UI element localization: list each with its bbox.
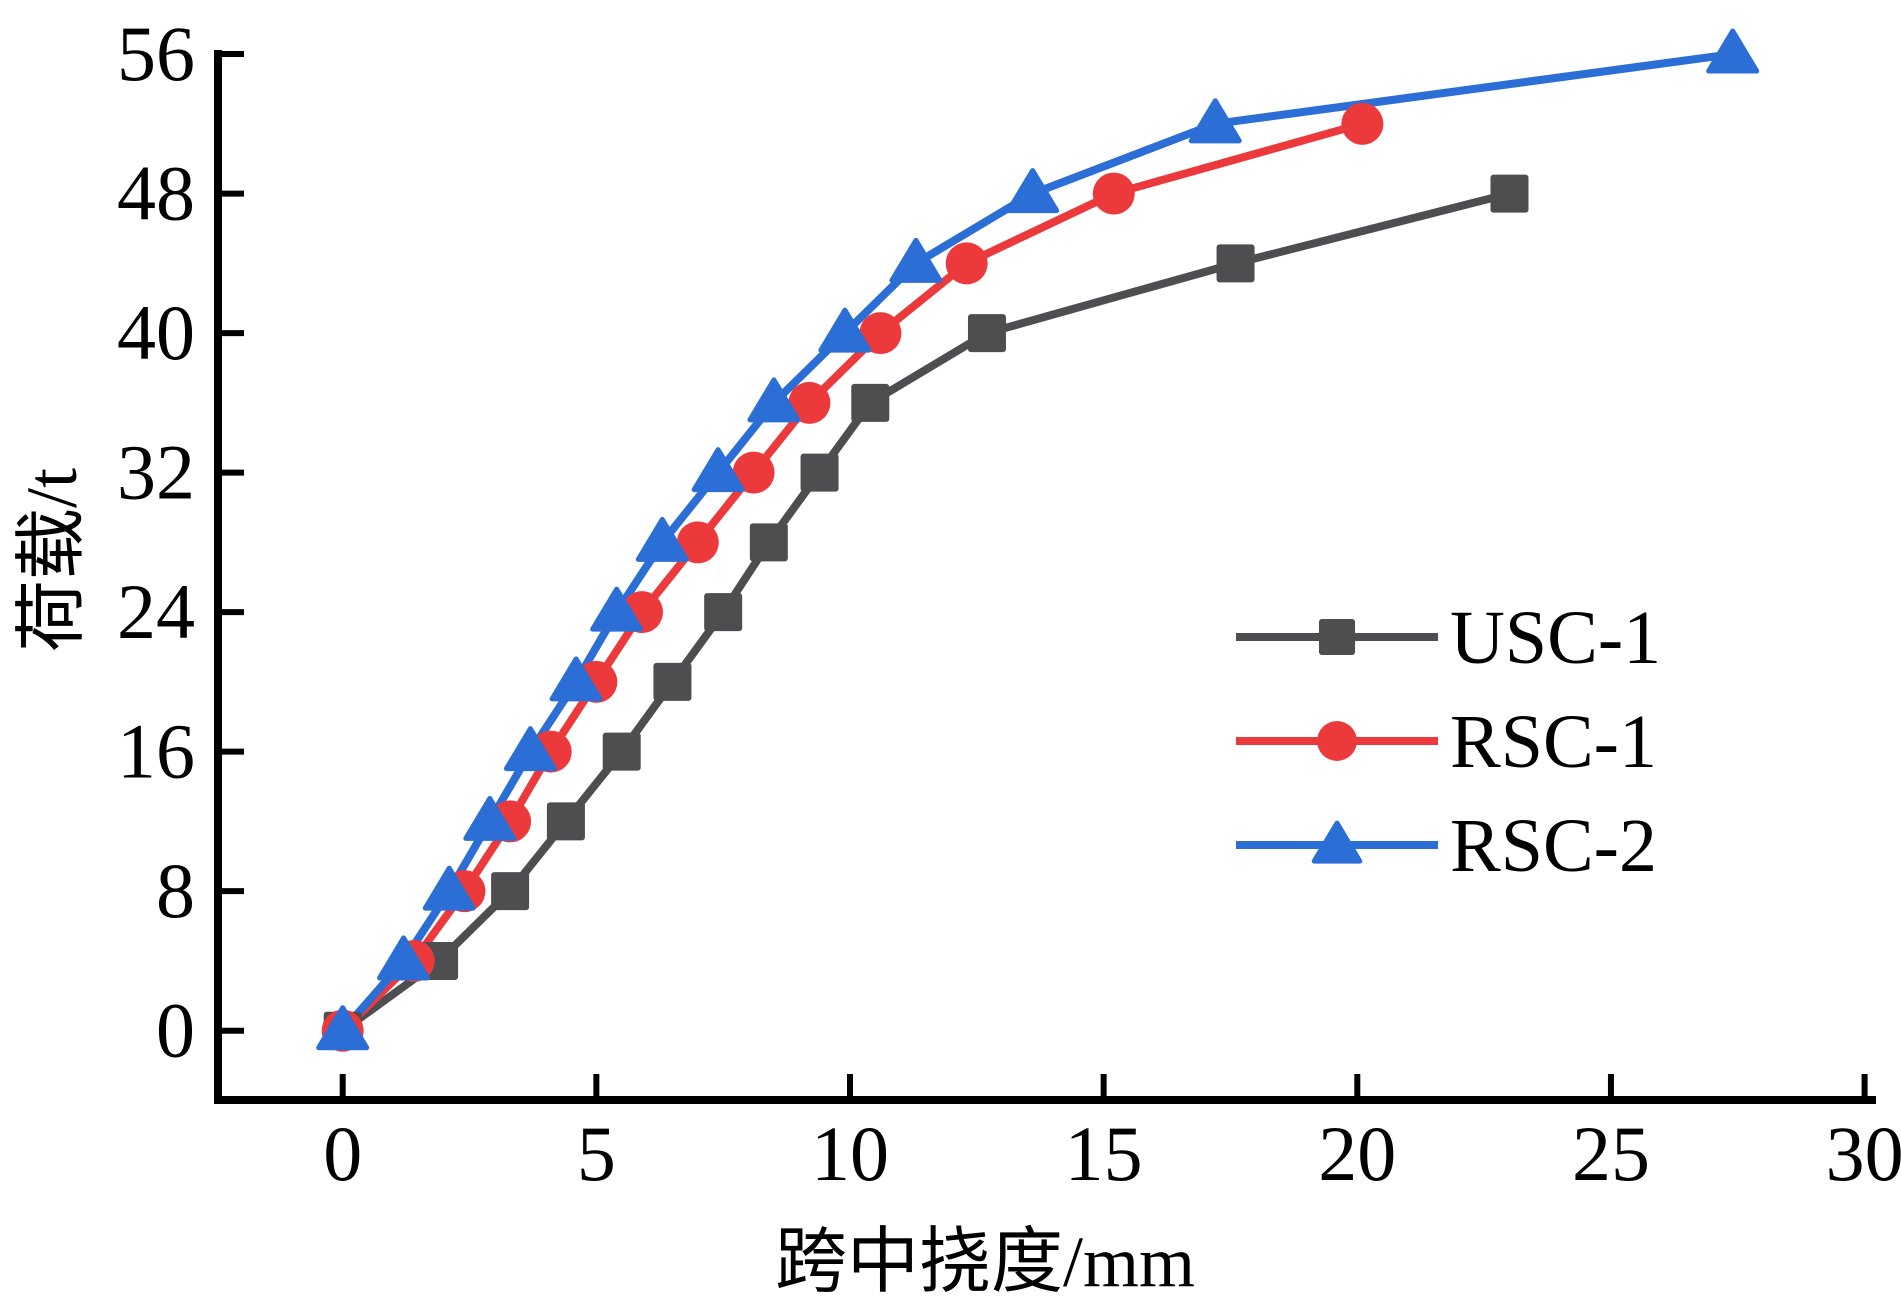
- marker-USC-1-8: [800, 453, 839, 492]
- marker-USC-1-3: [546, 802, 585, 841]
- marker-RSC-2-5: [549, 656, 603, 702]
- marker-RSC-2-7: [635, 516, 689, 562]
- marker-RSC-1-11: [945, 242, 988, 285]
- marker-USC-1-5: [653, 662, 692, 701]
- marker-RSC-2-12: [1006, 168, 1060, 214]
- marker-USC-1-9: [851, 383, 890, 422]
- y-tick-label-16: 16: [117, 708, 195, 795]
- x-axis-label: 跨中挠度/mm: [775, 1222, 1195, 1302]
- marker-RSC-2-2: [422, 865, 476, 911]
- marker-RSC-2-6: [590, 586, 644, 632]
- legend-entry-RSC-2: RSC-2: [1236, 804, 1657, 888]
- marker-RSC-2-10: [818, 307, 872, 353]
- y-tick-label-56: 56: [117, 10, 195, 97]
- y-tick-label-24: 24: [117, 568, 195, 655]
- legend-label-RSC-1: RSC-1: [1450, 700, 1657, 784]
- marker-RSC-2-1: [377, 935, 431, 981]
- marker-RSC-2-0: [316, 1005, 370, 1051]
- marker-RSC-2-14: [1706, 28, 1760, 74]
- y-tick-label-48: 48: [117, 150, 195, 237]
- marker-USC-1-2: [491, 872, 530, 911]
- marker-RSC-2-4: [503, 726, 557, 772]
- marker-RSC-1-12: [1092, 172, 1135, 215]
- marker-RSC-1-7: [676, 521, 719, 564]
- y-tick-label-0: 0: [156, 987, 195, 1074]
- y-tick-label-40: 40: [117, 289, 195, 376]
- y-tick-label-8: 8: [156, 847, 195, 934]
- marker-RSC-2-9: [747, 377, 801, 423]
- marker-RSC-2-11: [889, 237, 943, 283]
- marker-RSC-2-3: [463, 795, 517, 841]
- marker-RSC-1-10: [859, 312, 902, 355]
- x-tick-label-5: 5: [577, 1110, 616, 1197]
- legend-marker-USC-1: [1318, 618, 1356, 656]
- legend-label-USC-1: USC-1: [1450, 596, 1661, 680]
- legend-marker-RSC-2: [1311, 820, 1363, 864]
- legend-entry-USC-1: USC-1: [1236, 596, 1661, 680]
- x-tick-label-25: 25: [1572, 1110, 1650, 1197]
- legend-marker-RSC-1: [1317, 721, 1357, 761]
- marker-RSC-2-13: [1188, 98, 1242, 144]
- marker-USC-1-6: [704, 593, 743, 632]
- marker-RSC-1-8: [732, 451, 775, 494]
- marker-USC-1-7: [749, 523, 788, 562]
- marker-RSC-1-13: [1341, 102, 1384, 145]
- x-tick-label-20: 20: [1318, 1110, 1396, 1197]
- x-tick-label-30: 30: [1826, 1110, 1901, 1197]
- legend-label-RSC-2: RSC-2: [1450, 804, 1657, 888]
- y-axis-label: 荷载/t: [12, 468, 92, 652]
- x-tick-label-15: 15: [1065, 1110, 1143, 1197]
- x-tick-label-0: 0: [323, 1110, 362, 1197]
- marker-USC-1-4: [602, 732, 641, 771]
- marker-RSC-2-8: [691, 447, 745, 493]
- marker-RSC-1-9: [788, 381, 831, 424]
- marker-USC-1-10: [967, 314, 1006, 353]
- x-tick-label-10: 10: [811, 1110, 889, 1197]
- legend-entry-RSC-1: RSC-1: [1236, 700, 1657, 784]
- marker-USC-1-11: [1216, 244, 1255, 283]
- marker-USC-1-12: [1490, 174, 1529, 213]
- y-tick-label-32: 32: [117, 429, 195, 516]
